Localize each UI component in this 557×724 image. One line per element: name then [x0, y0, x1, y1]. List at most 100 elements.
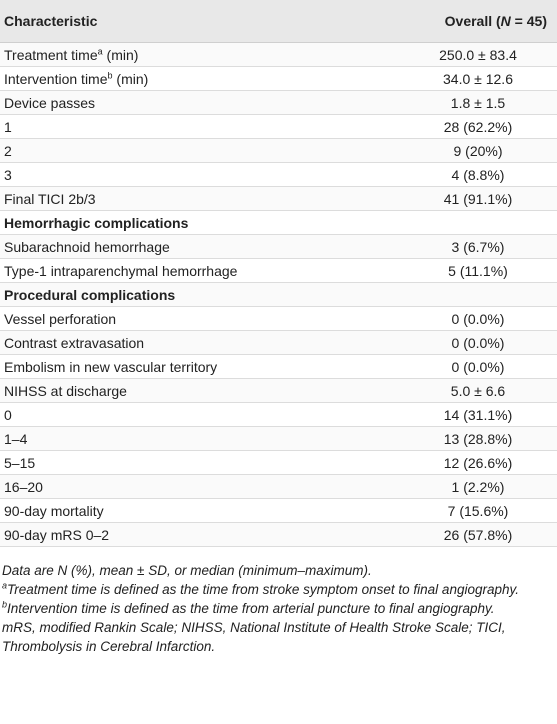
table: Characteristic Overall (N = 45) Treatment … — [0, 0, 557, 547]
value-cell: 12 (26.6%) — [403, 455, 557, 471]
value-cell: 34.0 ± 12.6 — [403, 71, 557, 87]
value-cell: 13 (28.8%) — [403, 431, 557, 447]
footnote: mRS, modified Rankin Scale; NIHSS, Natio… — [2, 618, 551, 656]
label-cell: Intervention timeb (min) — [0, 69, 403, 87]
value-cell: 5 (11.1%) — [403, 263, 557, 279]
superscript: b — [107, 69, 113, 80]
table-row: Final TICI 2b/3 41 (91.1%) — [0, 187, 557, 211]
value: 12 (26.6%) — [443, 454, 513, 471]
value: 14 (31.1%) — [443, 406, 513, 423]
value: 28 (62.2%) — [443, 118, 513, 135]
label: 1–4 — [4, 430, 28, 447]
label: 90-day mortality — [4, 502, 104, 519]
value: 3 (6.7%) — [451, 238, 505, 255]
footnote: Data are N (%), mean ± SD, or median (mi… — [2, 561, 551, 580]
label-cell: 1–4 — [0, 431, 403, 447]
footnote-text: Treatment time is defined as the time fr… — [7, 582, 519, 597]
value-cell: 250.0 ± 83.4 — [403, 47, 557, 63]
label: Hemorrhagic complications — [4, 214, 189, 231]
label: Treatment time — [4, 46, 98, 63]
header-cell: Characteristic — [4, 13, 98, 29]
value-cell: 0 (0.0%) — [403, 359, 557, 375]
label: Contrast extravasation — [4, 334, 145, 351]
value: 4 (8.8%) — [451, 166, 505, 183]
label-cell: Final TICI 2b/3 — [0, 191, 403, 207]
header-text: N — [500, 13, 511, 29]
label-cell: 0 — [0, 407, 403, 423]
value: 41 (91.1%) — [443, 190, 513, 207]
label: 16–20 — [4, 478, 43, 495]
value-cell: 41 (91.1%) — [403, 191, 557, 207]
table-row: 1 28 (62.2%) — [0, 115, 557, 139]
footnote: bIntervention time is defined as the tim… — [2, 599, 551, 618]
header-cell: Overall (N = 45) — [397, 13, 557, 29]
table-row: Contrast extravasation 0 (0.0%) — [0, 331, 557, 355]
label-cell: NIHSS at discharge — [0, 383, 403, 399]
label-cell: Vessel perforation — [0, 311, 403, 327]
label: NIHSS at discharge — [4, 382, 127, 399]
label: 1 — [4, 118, 12, 135]
value-cell: 0 (0.0%) — [403, 335, 557, 351]
header-text: = 45) — [510, 13, 547, 29]
label-cell: Hemorrhagic complications — [0, 215, 403, 231]
label-cell: Type-1 intraparenchymal hemorrhage — [0, 263, 403, 279]
footnotes: Data are N (%), mean ± SD, or median (mi… — [0, 561, 557, 656]
label-cell: 2 — [0, 143, 403, 159]
table-row: Type-1 intraparenchymal hemorrhage 5 (11.… — [0, 259, 557, 283]
label: Intervention time — [4, 70, 108, 87]
value-cell: 5.0 ± 6.6 — [403, 383, 557, 399]
table-row: 2 9 (20%) — [0, 139, 557, 163]
value-cell: 1.8 ± 1.5 — [403, 95, 557, 111]
label-cell: 5–15 — [0, 455, 403, 471]
label-cell: Embolism in new vascular territory — [0, 359, 403, 375]
table-row: 90-day mortality 7 (15.6%) — [0, 499, 557, 523]
value: 26 (57.8%) — [443, 526, 513, 543]
table-row: 90-day mRS 0–2 26 (57.8%) — [0, 523, 557, 547]
value-cell: 0 (0.0%) — [403, 311, 557, 327]
table-row: NIHSS at discharge 5.0 ± 6.6 — [0, 379, 557, 403]
value: 34.0 ± 12.6 — [443, 70, 513, 87]
label-cell: Treatment timea (min) — [0, 45, 403, 63]
table-row: Intervention timeb (min) 34.0 ± 12.6 — [0, 67, 557, 91]
table-row: Embolism in new vascular territory 0 (0.0… — [0, 355, 557, 379]
value: 7 (15.6%) — [447, 502, 509, 519]
label-cell: 1 — [0, 119, 403, 135]
label: 2 — [4, 142, 12, 159]
superscript: b — [2, 599, 8, 610]
value-cell: 7 (15.6%) — [403, 503, 557, 519]
label: 0 — [4, 406, 12, 423]
superscript: a — [2, 580, 8, 591]
footnote: aTreatment time is defined as the time f… — [2, 580, 551, 599]
value: 13 (28.8%) — [443, 430, 513, 447]
value: 0 (0.0%) — [451, 310, 505, 327]
value-cell: 9 (20%) — [403, 143, 557, 159]
label: Final TICI 2b/3 — [4, 190, 96, 207]
superscript: a — [97, 45, 103, 56]
value-cell: 14 (31.1%) — [403, 407, 557, 423]
footnote-text: mRS, modified Rankin Scale; NIHSS, Natio… — [2, 620, 506, 654]
header-text: Overall ( — [444, 13, 501, 29]
section-row: Procedural complications — [0, 283, 557, 307]
value: 1.8 ± 1.5 — [450, 94, 506, 111]
label-cell: 90-day mortality — [0, 503, 403, 519]
label-cell: Contrast extravasation — [0, 335, 403, 351]
value-cell: 26 (57.8%) — [403, 527, 557, 543]
value: 5 (11.1%) — [448, 262, 508, 279]
table-row: 16–20 1 (2.2%) — [0, 475, 557, 499]
footnote-text: Intervention time is defined as the time… — [7, 601, 495, 616]
label-suffix: (min) — [102, 46, 139, 63]
value: 0 (0.0%) — [451, 334, 505, 351]
label: 5–15 — [4, 454, 36, 471]
label-cell: Subarachnoid hemorrhage — [0, 239, 403, 255]
label: Procedural complications — [4, 286, 176, 303]
table-row: Treatment timea (min) 250.0 ± 83.4 — [0, 43, 557, 67]
label: Device passes — [4, 94, 96, 111]
label-cell: Procedural complications — [0, 287, 403, 303]
value: 1 (2.2%) — [451, 478, 505, 495]
label-suffix: (min) — [112, 70, 149, 87]
label: 3 — [4, 166, 12, 183]
value: 0 (0.0%) — [451, 358, 505, 375]
header-row: Characteristic Overall (N = 45) — [0, 0, 557, 43]
label: Type-1 intraparenchymal hemorrhage — [4, 262, 238, 279]
